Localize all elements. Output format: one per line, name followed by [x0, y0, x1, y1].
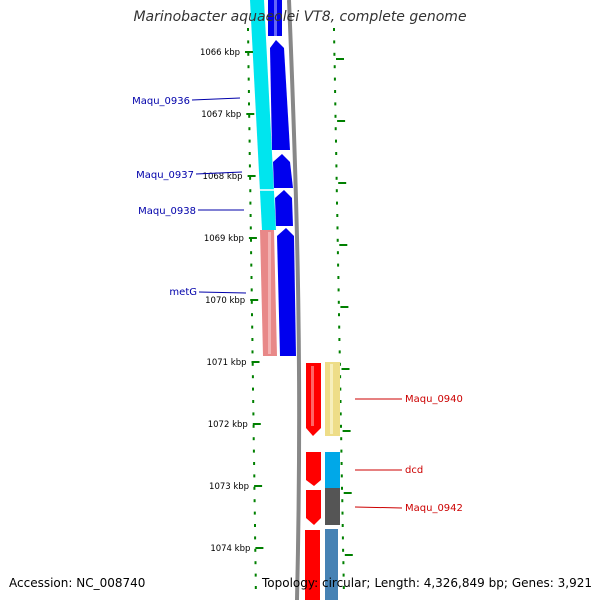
ruler-label-1074: 1074 kbp: [210, 544, 250, 554]
ruler-tick-1067: [246, 113, 255, 115]
gene-arrow-blue-3: [275, 190, 293, 226]
gene-label-Maqu_0936: Maqu_0936: [132, 96, 241, 107]
gene-label-dcd: dcd: [355, 465, 423, 476]
gene-bar-steel: [325, 529, 338, 600]
gene-label-Maqu_0937: Maqu_0937: [136, 170, 243, 181]
accession-text: Accession: NC_008740: [9, 576, 146, 590]
ruler-label-1066: 1066 kbp: [200, 48, 240, 58]
length-text: Length: 4,326,849 bp;: [374, 576, 508, 590]
gene-bar-dcd: [325, 452, 340, 488]
ruler-tick-1070: [250, 299, 259, 301]
gene-label-Maqu_0938: Maqu_0938: [138, 206, 244, 217]
gene-name: Maqu_0942: [405, 503, 463, 514]
gene-labels: Maqu_0936 Maqu_0937 Maqu_0938 metG Maqu_0940…: [132, 96, 463, 514]
gene-name: Maqu_0938: [138, 206, 196, 217]
genes-count-text: Genes: 3,921: [511, 576, 593, 590]
gene-name: dcd: [405, 465, 423, 476]
gene-bar-Maqu_0940-highlight: [330, 364, 333, 434]
left-dotted-track: [247, 28, 257, 589]
kbp-ruler: 1066 kbp 1067 kbp 1068 kbp 1069 kbp 1070 kbp…: [200, 48, 264, 554]
ruler-label-1069: 1069 kbp: [204, 234, 244, 244]
ruler-tick-1072: [252, 423, 261, 425]
leader-line: [195, 171, 243, 175]
ruler-tick-1069: [248, 237, 257, 239]
ruler-tick-1073: [254, 485, 263, 487]
ruler-tick-1074: [255, 547, 264, 549]
ruler-tick-1066: [245, 51, 253, 53]
leader-line: [198, 291, 247, 294]
backbone-line: [287, 0, 302, 600]
right-ticks: [336, 58, 353, 556]
ruler-label-1070: 1070 kbp: [205, 296, 245, 306]
gene-arrow-blue-4: [277, 228, 296, 356]
gene-arrow-red-highlight: [311, 366, 314, 426]
dotted-tracks: [247, 28, 353, 589]
gene-name: Maqu_0937: [136, 170, 194, 181]
gene-name: metG: [169, 287, 197, 298]
gene-name: Maqu_0940: [405, 394, 463, 405]
gene-label-Maqu_0942: Maqu_0942: [354, 503, 463, 514]
gene-arrow-red-3: [306, 490, 321, 525]
leader-line: [354, 506, 403, 509]
gene-name: Maqu_0936: [132, 96, 190, 107]
ruler-label-1073: 1073 kbp: [209, 482, 249, 492]
ruler-label-1068: 1068 kbp: [203, 172, 243, 182]
backbone-layer: [287, 0, 302, 600]
gene-arrow-red-4: [305, 530, 320, 600]
right-dotted-track: [333, 28, 345, 589]
leader-line: [191, 97, 241, 101]
gene-arrow-red-2: [306, 452, 321, 486]
ruler-tick-1071: [251, 361, 260, 363]
gene-arrow-blue-2: [273, 154, 293, 188]
gene-label-metG: metG: [169, 287, 247, 298]
ruler-label-1067: 1067 kbp: [201, 110, 241, 120]
map-title: Marinobacter aquaeolei VT8, complete gen…: [133, 9, 467, 25]
ruler-label-1071: 1071 kbp: [206, 358, 246, 368]
gene-arrow-highlight: [274, 0, 277, 36]
gene-bar-metG-highlight: [268, 232, 271, 354]
gene-features: [250, 0, 340, 600]
genome-stats: Topology: circular; Length: 4,326,849 bp;…: [262, 576, 596, 590]
ruler-tick-1068: [247, 175, 256, 177]
ruler-label-1072: 1072 kbp: [208, 420, 248, 430]
gene-bar-Maqu_0942: [325, 488, 340, 525]
gene-bar-cyan: [250, 0, 276, 230]
topology-text: Topology: circular;: [262, 576, 371, 590]
gene-arrow-blue-1: [270, 40, 290, 150]
gene-label-Maqu_0940: Maqu_0940: [355, 394, 463, 405]
